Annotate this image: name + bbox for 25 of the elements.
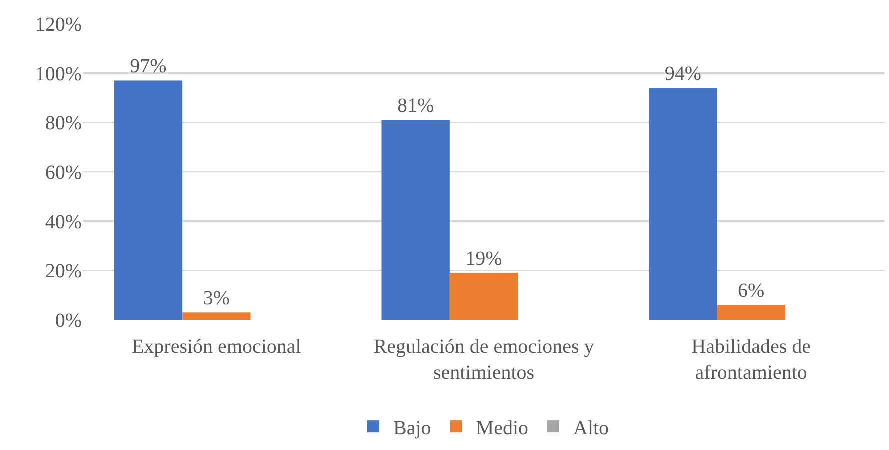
data-label: 3%: [203, 288, 230, 310]
data-label: 6%: [738, 280, 765, 302]
y-tick-label: 100%: [35, 63, 82, 86]
bar: [382, 120, 450, 320]
legend-label: Bajo: [394, 417, 432, 440]
x-tick-label: Expresión emocional: [132, 336, 302, 358]
data-label: 81%: [398, 95, 434, 118]
bar: [649, 88, 718, 320]
data-label: 97%: [130, 56, 167, 78]
legend-label: Alto: [574, 417, 610, 440]
y-tick-label: 40%: [45, 211, 82, 234]
legend-label: Medio: [476, 417, 528, 440]
bar: [182, 312, 251, 320]
y-tick-label: 60%: [45, 162, 82, 184]
x-tick-label: Habilidades de afrontamiento: [692, 336, 812, 384]
y-tick-label: 120%: [35, 14, 82, 36]
bar: [114, 80, 183, 320]
data-label: 94%: [664, 63, 702, 86]
y-tick-label: 20%: [45, 260, 82, 283]
data-label: 19%: [466, 248, 502, 270]
bar: [717, 305, 786, 320]
y-tick-label: 0%: [55, 310, 82, 332]
bar: [450, 273, 518, 320]
x-tick-label: Regulación de emociones y sentimientos: [374, 336, 594, 384]
y-tick-label: 80%: [45, 112, 82, 135]
